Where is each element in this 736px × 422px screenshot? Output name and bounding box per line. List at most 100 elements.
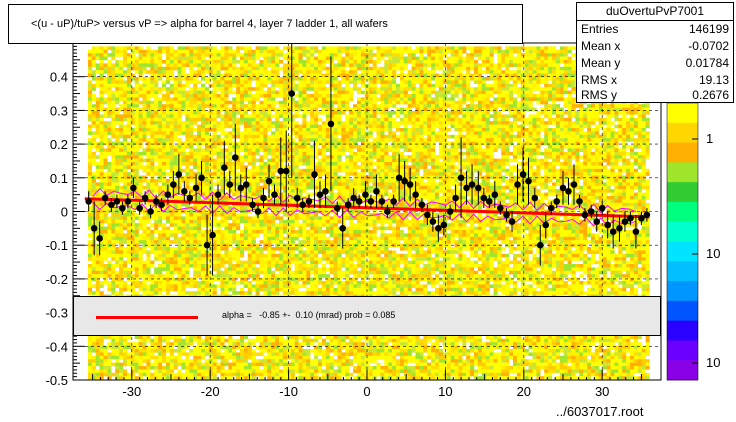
- histogram-cell: [95, 226, 100, 231]
- histogram-cell: [123, 185, 128, 190]
- histogram-cell: [146, 202, 151, 207]
- histogram-cell: [232, 284, 237, 288]
- histogram-cell: [271, 83, 276, 88]
- histogram-cell: [154, 243, 159, 248]
- histogram-cell: [193, 83, 198, 88]
- histogram-cell: [286, 63, 291, 67]
- histogram-cell: [251, 141, 256, 146]
- histogram-cell: [228, 223, 233, 227]
- histogram-cell: [220, 80, 225, 84]
- histogram-cell: [282, 277, 287, 282]
- histogram-cell: [306, 124, 311, 129]
- histogram-cell: [126, 158, 131, 163]
- histogram-cell: [240, 83, 245, 88]
- histogram-cell: [165, 128, 170, 132]
- histogram-cell: [119, 80, 124, 84]
- histogram-cell: [111, 175, 116, 180]
- histogram-cell: [208, 342, 213, 346]
- histogram-cell: [107, 185, 112, 190]
- histogram-cell: [290, 189, 295, 193]
- histogram-cell: [173, 90, 178, 95]
- histogram-cell: [158, 97, 163, 101]
- histogram-cell: [193, 155, 198, 159]
- histogram-cell: [251, 87, 256, 91]
- histogram-cell: [189, 223, 194, 227]
- histogram-cell: [193, 172, 198, 176]
- histogram-cell: [220, 253, 225, 258]
- histogram-cell: [126, 131, 131, 135]
- histogram-cell: [279, 236, 284, 241]
- histogram-cell: [267, 63, 272, 67]
- histogram-cell: [236, 49, 241, 54]
- histogram-cell: [294, 60, 299, 64]
- histogram-cell: [134, 240, 139, 244]
- histogram-cell: [282, 349, 287, 353]
- histogram-cell: [290, 216, 295, 220]
- histogram-cell: [103, 219, 108, 224]
- histogram-cell: [294, 267, 299, 271]
- histogram-cell: [263, 141, 268, 146]
- histogram-cell: [243, 145, 248, 149]
- histogram-cell: [193, 100, 198, 105]
- histogram-cell: [95, 77, 100, 81]
- histogram-cell: [232, 189, 237, 193]
- histogram-cell: [169, 104, 174, 108]
- histogram-cell: [165, 250, 170, 254]
- histogram-cell: [111, 83, 116, 88]
- histogram-cell: [103, 345, 108, 350]
- histogram-cell: [154, 168, 159, 173]
- histogram-cell: [119, 196, 124, 200]
- histogram-cell: [111, 107, 116, 112]
- histogram-cell: [240, 349, 245, 353]
- histogram-cell: [212, 236, 217, 241]
- histogram-cell: [154, 60, 159, 64]
- histogram-cell: [275, 168, 280, 173]
- histogram-cell: [103, 216, 108, 220]
- histogram-cell: [216, 49, 221, 54]
- histogram-cell: [294, 349, 299, 353]
- histogram-cell: [142, 66, 147, 71]
- histogram-cell: [298, 90, 303, 95]
- histogram-cell: [197, 131, 202, 135]
- histogram-cell: [236, 124, 241, 129]
- histogram-cell: [201, 128, 206, 132]
- histogram-cell: [220, 352, 225, 356]
- histogram-cell: [173, 366, 178, 370]
- histogram-cell: [185, 83, 190, 88]
- histogram-cell: [138, 223, 143, 227]
- histogram-cell: [193, 219, 198, 224]
- histogram-cell: [240, 287, 245, 292]
- histogram-cell: [259, 121, 264, 125]
- histogram-cell: [282, 189, 287, 193]
- histogram-cell: [263, 233, 268, 237]
- histogram-cell: [189, 281, 194, 285]
- histogram-cell: [87, 240, 92, 244]
- histogram-cell: [185, 250, 190, 254]
- histogram-cell: [126, 162, 131, 166]
- histogram-cell: [275, 287, 280, 292]
- histogram-cell: [177, 250, 182, 254]
- histogram-cell: [290, 121, 295, 125]
- histogram-cell: [220, 372, 225, 377]
- histogram-cell: [306, 83, 311, 88]
- histogram-cell: [158, 73, 163, 78]
- histogram-cell: [185, 80, 190, 84]
- histogram-cell: [212, 376, 217, 380]
- histogram-cell: [294, 94, 299, 98]
- histogram-cell: [126, 270, 131, 275]
- histogram-cell: [115, 284, 120, 288]
- histogram-cell: [271, 250, 276, 254]
- histogram-cell: [130, 168, 135, 173]
- histogram-cell: [181, 219, 186, 224]
- histogram-cell: [197, 257, 202, 261]
- histogram-cell: [259, 60, 264, 64]
- histogram-cell: [282, 236, 287, 241]
- histogram-cell: [173, 264, 178, 268]
- histogram-cell: [236, 179, 241, 183]
- histogram-cell: [189, 151, 194, 156]
- histogram-cell: [212, 247, 217, 251]
- histogram-cell: [119, 202, 124, 207]
- histogram-cell: [236, 359, 241, 363]
- histogram-cell: [220, 206, 225, 210]
- histogram-cell: [95, 274, 100, 278]
